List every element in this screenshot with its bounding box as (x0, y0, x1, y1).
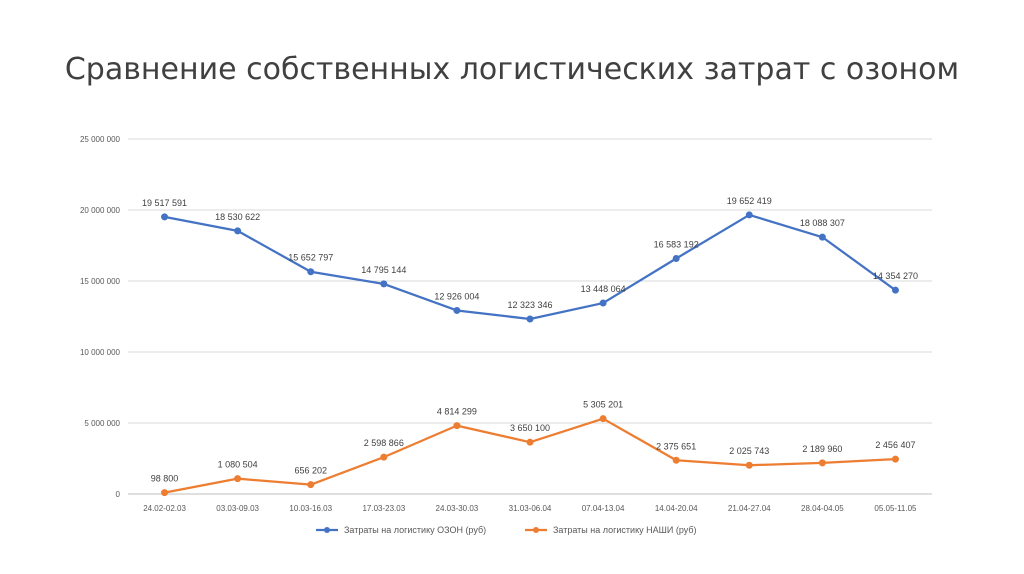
data-point (672, 456, 680, 464)
data-label: 15 652 797 (288, 253, 333, 263)
data-label: 19 517 591 (142, 198, 187, 208)
data-point (891, 286, 899, 294)
x-tick-label: 03.03-09.03 (216, 504, 259, 513)
data-point (234, 475, 242, 483)
data-label: 2 189 960 (802, 444, 842, 454)
data-point (745, 211, 753, 219)
legend-label: Затраты на логистику НАШИ (руб) (553, 525, 696, 535)
data-label: 19 652 419 (727, 196, 772, 206)
x-tick-label: 05.05-11.05 (874, 504, 917, 513)
data-point (818, 233, 826, 241)
series-1: 19 517 591 18 530 622 15 652 797 14 795 144… (142, 196, 918, 323)
data-label: 4 814 299 (437, 407, 477, 417)
data-point (161, 489, 169, 497)
data-point (234, 227, 242, 235)
y-tick-label: 20 000 000 (80, 206, 121, 215)
x-tick-label: 24.03-30.03 (436, 504, 479, 513)
data-point (307, 268, 315, 276)
legend: Затраты на логистику ОЗОН (руб) Затраты н… (316, 525, 696, 535)
data-point (380, 280, 388, 288)
data-point (380, 453, 388, 461)
data-point (599, 299, 607, 307)
data-point (745, 461, 753, 469)
x-tick-label: 14.04-20.04 (655, 504, 698, 513)
data-point (891, 455, 899, 463)
page-title: Сравнение собственных логистических затр… (64, 52, 960, 87)
x-tick-label: 07.04-13.04 (582, 504, 625, 513)
data-label: 1 080 504 (218, 460, 258, 470)
grid-lines (128, 138, 932, 495)
data-label: 2 598 866 (364, 438, 404, 448)
legend-item: Затраты на логистику НАШИ (руб) (525, 525, 696, 535)
data-label: 18 088 307 (800, 218, 845, 228)
data-label: 14 795 144 (361, 265, 406, 275)
data-point (161, 213, 169, 221)
y-tick-label: 0 (116, 490, 121, 499)
data-point (672, 255, 680, 263)
data-label: 2 025 743 (729, 446, 769, 456)
data-label: 5 305 201 (583, 400, 623, 410)
legend-swatch-marker (533, 527, 539, 533)
x-tick-label: 17.03-23.03 (362, 504, 405, 513)
data-label: 656 202 (294, 466, 327, 476)
y-tick-label: 25 000 000 (80, 135, 121, 144)
x-tick-label: 21.04-27.04 (728, 504, 771, 513)
x-axis: 24.02-02.03 03.03-09.03 10.03-16.03 17.03-2… (143, 504, 917, 513)
data-point (599, 415, 607, 423)
data-label: 13 448 064 (581, 284, 626, 294)
data-point (307, 481, 315, 489)
series-group: 19 517 591 18 530 622 15 652 797 14 795 144… (142, 196, 918, 497)
y-axis: 0 5 000 000 10 000 000 15 000 000 20 000 000… (80, 135, 121, 499)
data-label: 2 375 651 (656, 441, 696, 451)
x-tick-label: 10.03-16.03 (289, 504, 332, 513)
data-label: 2 456 407 (875, 440, 915, 450)
data-label: 12 926 004 (434, 291, 479, 301)
data-label: 14 354 270 (873, 271, 918, 281)
y-tick-label: 10 000 000 (80, 348, 121, 357)
data-label: 3 650 100 (510, 423, 550, 433)
series-2: 98 800 1 080 504 656 202 2 598 866 4 814 299… (151, 400, 915, 497)
data-point (526, 438, 534, 446)
data-point (526, 315, 534, 323)
x-tick-label: 28.04-04.05 (801, 504, 844, 513)
x-tick-label: 31.03-06.04 (509, 504, 552, 513)
data-label: 16 583 192 (654, 240, 699, 250)
data-label: 18 530 622 (215, 212, 260, 222)
data-label: 12 323 346 (507, 300, 552, 310)
data-point (453, 422, 461, 430)
data-point (453, 306, 461, 314)
y-tick-label: 5 000 000 (84, 419, 120, 428)
data-point (818, 459, 826, 467)
legend-swatch-marker (324, 527, 330, 533)
legend-item: Затраты на логистику ОЗОН (руб) (316, 525, 486, 535)
x-tick-label: 24.02-02.03 (143, 504, 186, 513)
y-tick-label: 15 000 000 (80, 277, 121, 286)
legend-label: Затраты на логистику ОЗОН (руб) (344, 525, 486, 535)
data-label: 98 800 (151, 474, 179, 484)
